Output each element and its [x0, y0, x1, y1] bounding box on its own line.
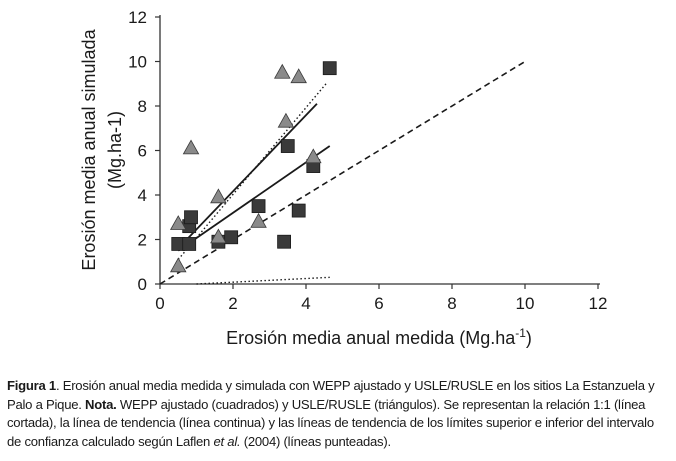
x-axis-title-end: ): [526, 328, 532, 348]
caption-text-3: (2004) (líneas punteadas).: [240, 433, 391, 449]
x-tick-label: 10: [516, 294, 535, 313]
caption-figure-label: Figura 1: [7, 378, 56, 393]
usle-triangle-marker: [290, 68, 307, 84]
y-tick-label: 4: [138, 186, 147, 205]
confidence-line-4: [196, 276, 330, 285]
usle-triangle-marker: [210, 188, 227, 204]
usle-triangle-marker: [250, 212, 267, 228]
wepp-square-marker: [224, 230, 239, 245]
y-tick-label: 0: [138, 275, 147, 294]
wepp-square-marker: [280, 139, 295, 153]
caption-nota-label: Nota.: [85, 396, 117, 412]
wepp-square-marker: [277, 234, 292, 249]
caption-text-2: WEPP ajustado (cuadrados) y USLE/RUSLE (…: [7, 396, 654, 449]
caption-et-al: et al.: [213, 433, 241, 449]
x-tick-label: 8: [447, 294, 456, 313]
usle-triangle-marker: [169, 257, 187, 273]
scatter-chart: 0 2 4 6 8 10 12 0 2 4 6 8 10 12 Erosión media anual m…: [79, 8, 607, 348]
y-tick-label: 12: [128, 8, 147, 27]
usle-triangle-marker: [277, 112, 295, 128]
data-points: [169, 61, 337, 273]
y-axis-title: Erosión media anual simulada (Mg.ha-1): [79, 28, 125, 270]
trend-lines: [159, 60, 526, 285]
y-axis-title-line1: Erosión media anual simulada: [79, 28, 99, 270]
usle-triangle-marker: [182, 139, 200, 155]
usle-triangle-marker: [305, 148, 322, 164]
x-tick-label: 6: [374, 294, 383, 313]
x-tick-label: 12: [589, 294, 608, 313]
x-tick-label: 4: [301, 294, 310, 313]
x-tick-label: 2: [228, 294, 237, 313]
y-tick-label: 2: [138, 231, 147, 250]
x-tick-label: 0: [155, 294, 164, 313]
y-axis-title-line2: (Mg.ha-1): [105, 111, 125, 189]
tick-labels: 0 2 4 6 8 10 12 0 2 4 6 8 10 12: [128, 8, 607, 313]
usle-triangle-marker: [273, 63, 291, 79]
axes: [155, 15, 600, 289]
y-tick-label: 10: [128, 53, 147, 72]
wepp-square-marker: [291, 203, 306, 218]
usle-triangle-marker: [210, 228, 227, 244]
one-to-one-line: [159, 60, 526, 285]
wepp-square-marker: [322, 61, 337, 76]
wepp-square-marker: [184, 210, 198, 225]
figure-caption: Figura 1. Erosión anual media medida y s…: [7, 377, 669, 451]
wepp-square-marker: [251, 199, 266, 214]
y-tick-label: 8: [138, 97, 147, 116]
wepp-square-marker: [182, 237, 197, 251]
x-axis-title-superscript: -1: [515, 326, 526, 340]
x-axis-title: Erosión media anual medida (Mg.ha-1): [226, 326, 532, 348]
trend-line-1: [177, 145, 331, 252]
y-tick-label: 6: [138, 142, 147, 161]
usle-triangle-marker: [169, 215, 187, 230]
x-axis-title-text: Erosión media anual medida (Mg.ha: [226, 328, 516, 348]
caption-text-1: . Erosión anual media medida y simulada …: [7, 378, 655, 412]
